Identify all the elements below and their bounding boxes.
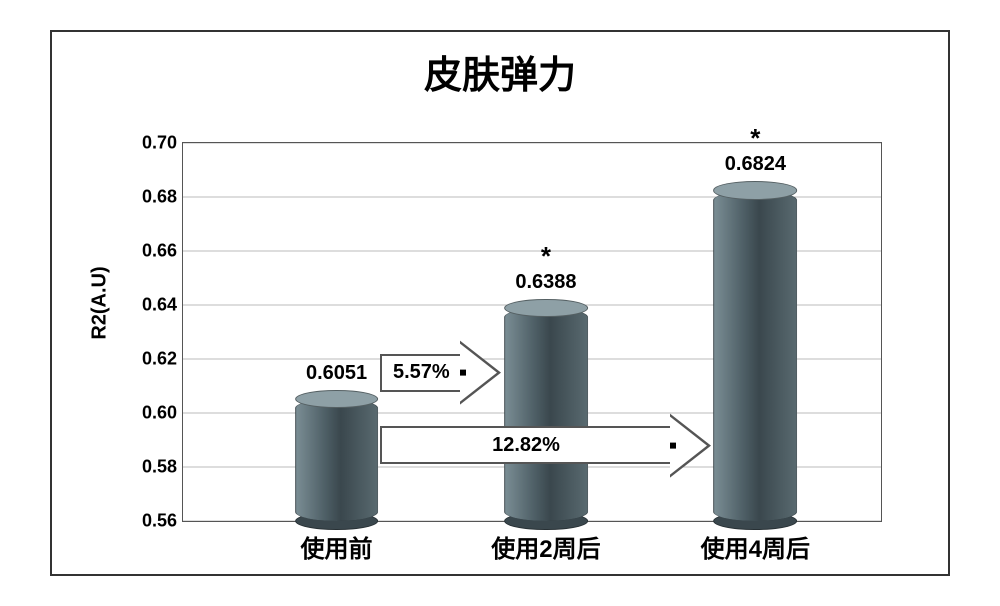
ytick-label: 0.62 (142, 349, 183, 370)
ytick-label: 0.60 (142, 403, 183, 424)
arrow-head-icon (670, 415, 712, 476)
ytick-label: 0.64 (142, 295, 183, 316)
significance-star: * (750, 123, 760, 154)
ytick-label: 0.68 (142, 187, 183, 208)
chart-frame: 皮肤弹力 R2(A.U) 0.560.580.600.620.640.660.6… (50, 30, 950, 576)
bar-value-label: 0.6388 (515, 271, 576, 294)
significance-star: * (541, 241, 551, 272)
change-arrow: 5.57% (380, 354, 502, 392)
ytick-label: 0.58 (142, 457, 183, 478)
change-arrow: 12.82% (380, 426, 711, 464)
bar-value-label: 0.6824 (725, 153, 786, 176)
y-axis-label: R2(A.U) (89, 266, 112, 339)
chart-title: 皮肤弹力 (52, 44, 948, 99)
change-arrow-label: 5.57% (380, 354, 460, 392)
bar-cylinder (713, 191, 797, 521)
bar-cylinder (504, 308, 588, 521)
ytick-label: 0.70 (142, 133, 183, 154)
bar-value-label: 0.6051 (306, 362, 367, 385)
ytick-label: 0.56 (142, 511, 183, 532)
change-arrow-label: 12.82% (380, 426, 669, 464)
ytick-label: 0.66 (142, 241, 183, 262)
bar-cylinder (295, 399, 379, 521)
plot-area: 0.560.580.600.620.640.660.680.70使用前使用2周后… (182, 142, 882, 522)
arrow-head-icon (460, 342, 502, 403)
